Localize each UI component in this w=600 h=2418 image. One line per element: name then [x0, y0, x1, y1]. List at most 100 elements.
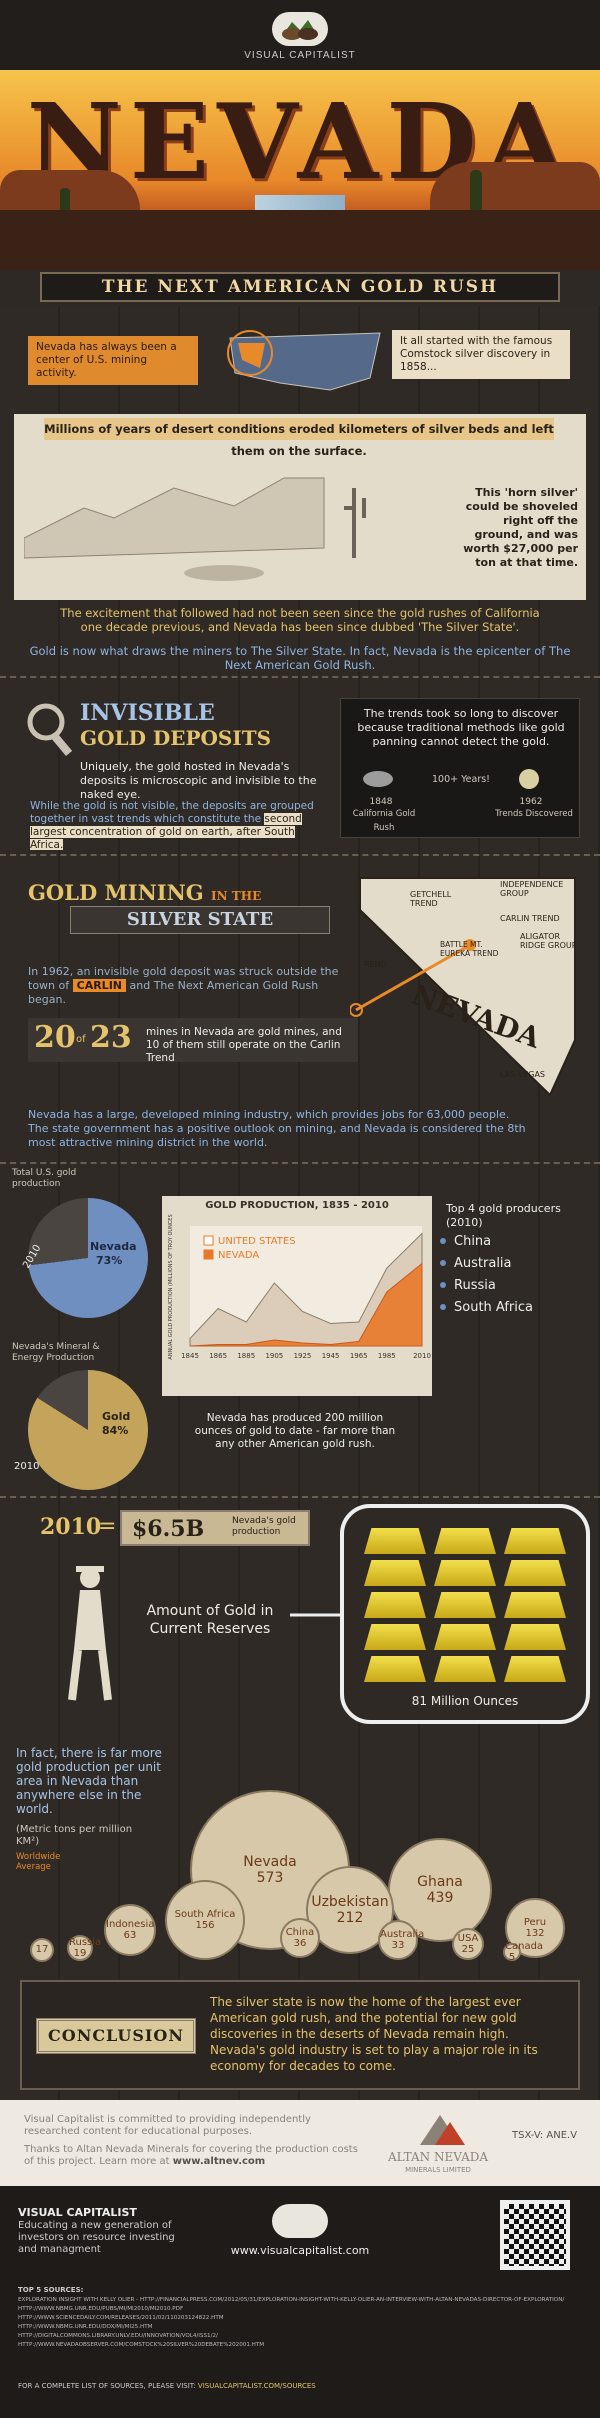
source-item[interactable]: HTTP://WWW.NBMG.UNR.EDU/PUBS/MI/MI2010/M…: [18, 2306, 184, 2312]
company-sub: MINERALS LIMITED: [405, 2166, 471, 2174]
invisible-gold-section: INVISIBLE GOLD DEPOSITS Uniquely, the go…: [0, 690, 600, 852]
footer-site[interactable]: www.visualcapitalist.com: [230, 2244, 370, 2257]
bubble-country: Canada: [505, 1941, 543, 1953]
prospector-icon: [68, 1566, 112, 1701]
bubble-country: Australia: [380, 1928, 425, 1940]
value-amount-label: Nevada's gold production: [232, 1516, 296, 1537]
conclusion-text: The silver state is now the home of the …: [210, 1995, 538, 2073]
map-getchell: GETCHELL TREND: [410, 890, 452, 908]
bubble-country: Ghana: [417, 1873, 463, 1890]
map-reno: RENO: [364, 960, 387, 969]
map-las-vegas: LAS VEGAS: [500, 1070, 546, 1079]
year-1848: 1848: [369, 797, 393, 807]
bubble-value: 5: [508, 1952, 516, 1963]
usa-map-icon: [227, 330, 381, 391]
stat-of: of: [76, 1034, 86, 1045]
bubble-value: 156: [195, 1920, 215, 1931]
top4-title: Top 4 gold producers (2010): [446, 1202, 596, 1230]
production-section: Total U.S. gold production Nevada 73% 20…: [0, 1168, 600, 1500]
epicenter-text: Gold is now what draws the miners to The…: [29, 644, 571, 672]
bubble: Indonesia 63: [104, 1904, 156, 1956]
divider: [0, 1162, 600, 1164]
gold-bar-icon: [364, 1592, 426, 1618]
gold-bar-icon: [504, 1624, 566, 1650]
gold-production-chart: 1845 1865 1885 1905 1925 1945 1965 1985 2010 ANNU…: [168, 1214, 431, 1360]
bubble-country: Nevada: [243, 1853, 297, 1870]
bubble-value: 33: [391, 1940, 405, 1951]
invisible-title: INVISIBLE: [80, 700, 215, 726]
x-tick-label: 1945: [322, 1352, 340, 1360]
horn-silver-text: This 'horn silver' could be shoveled rig…: [463, 486, 578, 569]
gold-bar-icon: [364, 1528, 426, 1554]
conclusion-section: CONCLUSION The silver state is now the h…: [0, 1970, 600, 2100]
footer-brand: VISUAL CAPITALIST: [18, 2206, 137, 2219]
chart-title: GOLD PRODUCTION, 1835 - 2010: [205, 1200, 389, 1211]
mines-text: mines in Nevada are gold mines, and 10 o…: [146, 1026, 342, 1064]
legend-label: NEVADA: [218, 1250, 259, 1261]
intro-section: Nevada has always been a center of U.S. …: [0, 306, 600, 690]
while-text: While the gold is not visible, the depos…: [30, 800, 330, 852]
bubble-country: Russia: [69, 1936, 102, 1948]
in-the-text: IN THE: [211, 889, 262, 903]
source-item[interactable]: HTTP://WWW.NEVADAOBSERVER.COM/COMSTOCK%2…: [18, 2342, 265, 2348]
sources-title: TOP 5 SOURCES:: [18, 2286, 84, 2294]
top4-year: (2010): [446, 1216, 483, 1229]
value-note: $6.5B Nevada's gold production: [120, 1510, 310, 1546]
gold-bar-icon: [504, 1656, 566, 1682]
divider: [0, 676, 600, 678]
ticker: TSX-V: ANE.V: [512, 2130, 578, 2141]
footer-tagline: Educating a new generation of investors …: [18, 2220, 175, 2255]
source-item[interactable]: HTTP://DIGITALCOMMONS.LIBRARY.UNLV.EDU/I…: [18, 2333, 218, 2339]
silver-state-title: SILVER STATE: [70, 906, 330, 934]
gold-bar-icon: [504, 1592, 566, 1618]
x-tick-label: 1965: [350, 1352, 368, 1360]
source-item[interactable]: HTTP://WWW.NBMG.UNR.EDU/DOX/MI/MI25.HTM: [18, 2324, 153, 2330]
sponsor-text-2a: Thanks to Altan Nevada Minerals for cove…: [24, 2144, 358, 2167]
worldwide-label: Worldwide Average: [16, 1852, 61, 1872]
sources-link[interactable]: VISUALCAPITALIST.COM/SOURCES: [197, 2382, 316, 2390]
bubble-country: Peru: [523, 1916, 547, 1928]
bubble-country: USA: [457, 1932, 479, 1944]
carlin-badge: CARLIN: [72, 979, 126, 992]
bubble-country: Uzbekistan: [311, 1893, 389, 1910]
desert-ground: [0, 210, 600, 270]
conclusion-panel: CONCLUSION The silver state is now the h…: [20, 1980, 580, 2090]
year-1848-label: California Gold Rush: [352, 809, 416, 833]
series-area-united-states: [189, 1232, 423, 1347]
brand-name: VISUAL CAPITALIST: [244, 50, 356, 61]
bubble: Australia 33: [378, 1920, 425, 1960]
reserves-section: 2010 = $6.5B Nevada's gold production Am…: [0, 1496, 600, 1740]
hero-subtitle: THE NEXT AMERICAN GOLD RUSH: [40, 272, 560, 302]
per-area-section: In fact, there is far more gold producti…: [0, 1740, 600, 1970]
bubble-country: South Africa: [174, 1908, 236, 1920]
reserves-ounces: 81 Million Ounces: [411, 1694, 519, 1708]
legend-swatch: [203, 1249, 214, 1260]
bubble-country: China: [285, 1926, 315, 1938]
gold-pan-icon: [363, 771, 393, 787]
bubble: Canada5: [503, 1941, 543, 1963]
sponsor-link[interactable]: www.altnev.com: [172, 2156, 266, 2167]
top4-name: South Africa: [454, 1299, 533, 1315]
bubble-value: 63: [123, 1930, 137, 1941]
millions-text: Millions of years of desert conditions e…: [44, 418, 554, 458]
source-item[interactable]: HTTP://WWW.SCIENCEDAILY.COM/RELEASES/201…: [18, 2315, 224, 2321]
gold-deposits-title: GOLD DEPOSITS: [80, 726, 272, 750]
x-tick-label: 1985: [378, 1352, 396, 1360]
gold-bars-panel: 81 Million Ounces: [340, 1504, 590, 1724]
gold-bar-icon: [434, 1560, 496, 1586]
header: VISUAL CAPITALIST: [0, 0, 600, 70]
visual-capitalist-logo: [272, 12, 328, 46]
hero: NEVADA: [0, 70, 600, 270]
bubble-value: 132: [525, 1928, 545, 1939]
gold-bar-icon: [504, 1528, 566, 1554]
sponsor-section: Visual Capitalist is committed to provid…: [0, 2100, 600, 2186]
trends-panel: The trends took so long to discover beca…: [340, 698, 580, 838]
value-year: 2010: [40, 1514, 102, 1540]
arrow-icon: [290, 1613, 340, 1617]
source-item[interactable]: EXPLORATION INSIGHT WITH KELLY OLIER - H…: [18, 2297, 565, 2303]
series-area-nevada: [189, 1262, 423, 1347]
mineral-state: Gold: [102, 1410, 131, 1423]
intro-note-left: Nevada has always been a center of U.S. …: [28, 336, 198, 385]
mining-section: GOLD MINING IN THE SILVER STATE In 1962,…: [0, 850, 600, 1220]
bubble-value: 25: [461, 1944, 475, 1955]
